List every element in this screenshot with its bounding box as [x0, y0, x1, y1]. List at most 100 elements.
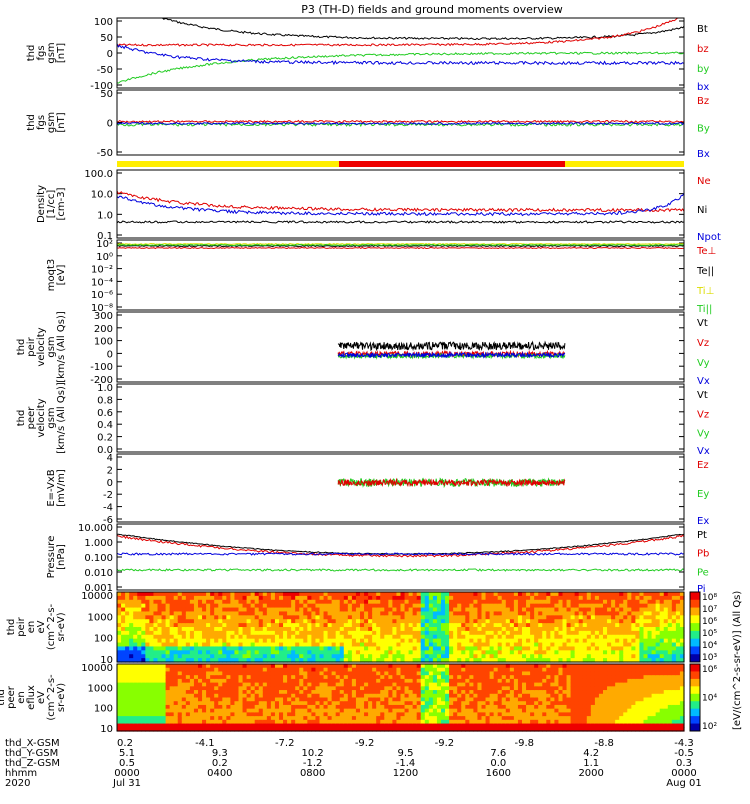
spectrogram-cell	[222, 683, 227, 687]
spectrogram-cell	[660, 615, 665, 619]
spectrogram-cell	[457, 631, 462, 635]
spectrogram-cell	[194, 724, 199, 728]
spectrogram-cell	[307, 683, 312, 687]
spectrogram-cell	[336, 686, 341, 690]
spectrogram-cell	[279, 627, 284, 631]
spectrogram-cell	[445, 643, 450, 647]
spectrogram-cell	[522, 627, 527, 631]
spectrogram-cell	[656, 650, 661, 654]
spectrogram-cell	[587, 724, 592, 728]
spectrogram-cell	[518, 623, 523, 627]
spectrogram-cell	[591, 701, 596, 705]
spectrogram-cell	[170, 592, 175, 596]
spectrogram-cell	[137, 619, 142, 623]
spectrogram-cell	[348, 646, 353, 650]
spectrogram-cell	[348, 679, 353, 683]
spectrogram-cell	[421, 627, 426, 631]
spectrogram-cell	[364, 712, 369, 716]
spectrogram-cell	[174, 604, 179, 608]
spectrogram-cell	[558, 619, 563, 623]
spectrogram-cell	[141, 619, 146, 623]
spectrogram-cell	[514, 664, 519, 668]
spectrogram-cell	[234, 592, 239, 596]
y-tick-label: 0	[107, 49, 113, 60]
spectrogram-cell	[315, 664, 320, 668]
spectrogram-cell	[295, 639, 300, 643]
spectrogram-cell	[271, 650, 276, 654]
spectrogram-cell	[388, 627, 393, 631]
spectrogram-cell	[607, 604, 612, 608]
spectrogram-cell	[409, 639, 414, 643]
spectrogram-cell	[644, 639, 649, 643]
spectrogram-cell	[506, 600, 511, 604]
spectrogram-cell	[283, 716, 288, 720]
spectrogram-cell	[287, 619, 292, 623]
spectrogram-cell	[206, 712, 211, 716]
spectrogram-cell	[627, 596, 632, 600]
spectrogram-cell	[320, 671, 325, 675]
spectrogram-cell	[469, 650, 474, 654]
spectrogram-cell	[558, 623, 563, 627]
spectrogram-cell	[441, 639, 446, 643]
spectrogram-cell	[417, 709, 422, 713]
spectrogram-cell	[320, 631, 325, 635]
spectrogram-cell	[145, 694, 150, 698]
spectrogram-cell	[291, 627, 296, 631]
spectrogram-cell	[631, 596, 636, 600]
spectrogram-cell	[619, 596, 624, 600]
spectrogram-cell	[287, 639, 292, 643]
spectrogram-cell	[392, 698, 397, 702]
spectrogram-cell	[490, 668, 495, 672]
spectrogram-cell	[360, 654, 365, 658]
spectrogram-cell	[153, 592, 158, 596]
spectrogram-cell	[186, 679, 191, 683]
spectrogram-cell	[401, 671, 406, 675]
spectrogram-cell	[441, 608, 446, 612]
spectrogram-cell	[538, 675, 543, 679]
spectrogram-cell	[336, 679, 341, 683]
spectrogram-cell	[190, 701, 195, 705]
spectrogram-cell	[218, 635, 223, 639]
spectrogram-cell	[190, 627, 195, 631]
spectrogram-cell	[328, 694, 333, 698]
spectrogram-cell	[473, 720, 478, 724]
legend-entry: Vt	[697, 390, 708, 401]
spectrogram-cell	[218, 643, 223, 647]
spectrogram-cell	[656, 631, 661, 635]
y-tick-label: 0.6	[97, 408, 113, 419]
spectrogram-cell	[384, 623, 389, 627]
spectrogram-cell	[506, 716, 511, 720]
spectrogram-cell	[255, 631, 260, 635]
spectrogram-cell	[575, 716, 580, 720]
spectrogram-cell	[149, 600, 154, 604]
spectrogram-cell	[490, 623, 495, 627]
spectrogram-cell	[344, 705, 349, 709]
spectrogram-cell	[388, 650, 393, 654]
spectrogram-cell	[502, 709, 507, 713]
spectrogram-cell	[170, 716, 175, 720]
spectrogram-cell	[567, 716, 572, 720]
spectrogram-cell	[328, 639, 333, 643]
spectrogram-cell	[550, 592, 555, 596]
spectrogram-cell	[615, 611, 620, 615]
spectrogram-cell	[396, 679, 401, 683]
spectrogram-cell	[530, 635, 535, 639]
spectrogram-cell	[409, 664, 414, 668]
spectrogram-cell	[534, 604, 539, 608]
spectrogram-cell	[198, 600, 203, 604]
spectrogram-cell	[275, 683, 280, 687]
spectrogram-cell	[340, 635, 345, 639]
spectrogram-cell	[158, 675, 163, 679]
spectrogram-cell	[554, 604, 559, 608]
spectrogram-cell	[384, 592, 389, 596]
spectrogram-cell	[364, 694, 369, 698]
spectrogram-cell	[210, 635, 215, 639]
spectrogram-cell	[449, 639, 454, 643]
spectrogram-cell	[542, 668, 547, 672]
spectrogram-cell	[595, 709, 600, 713]
spectrogram-cell	[251, 639, 256, 643]
spectrogram-cell	[158, 679, 163, 683]
spectrogram-cell	[449, 686, 454, 690]
spectrogram-cell	[291, 690, 296, 694]
spectrogram-cell	[315, 592, 320, 596]
